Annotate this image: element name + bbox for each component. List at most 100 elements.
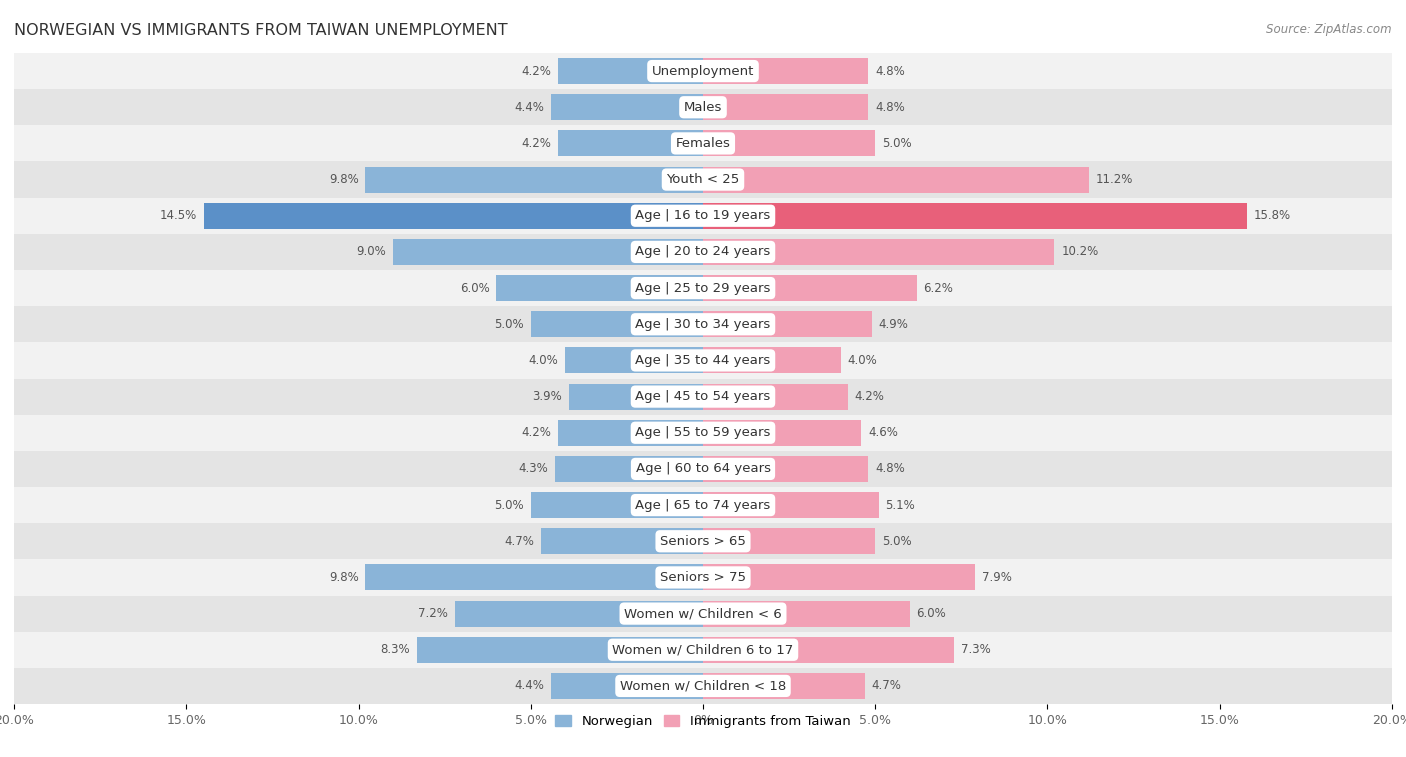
Bar <box>496 275 703 301</box>
Bar <box>14 668 1392 704</box>
Text: Women w/ Children 6 to 17: Women w/ Children 6 to 17 <box>613 643 793 656</box>
Bar <box>14 126 1392 161</box>
Bar <box>531 311 703 338</box>
Text: 15.8%: 15.8% <box>1254 209 1291 223</box>
Text: 4.2%: 4.2% <box>522 137 551 150</box>
Bar <box>14 270 1392 306</box>
Bar <box>703 130 875 157</box>
Bar <box>14 234 1392 270</box>
Bar <box>14 378 1392 415</box>
Bar <box>703 419 862 446</box>
Text: 4.8%: 4.8% <box>875 463 905 475</box>
Bar <box>703 275 917 301</box>
Text: 4.0%: 4.0% <box>529 354 558 367</box>
Bar <box>204 203 703 229</box>
Bar <box>555 456 703 482</box>
Bar <box>703 58 869 84</box>
Text: NORWEGIAN VS IMMIGRANTS FROM TAIWAN UNEMPLOYMENT: NORWEGIAN VS IMMIGRANTS FROM TAIWAN UNEM… <box>14 23 508 38</box>
Text: 9.8%: 9.8% <box>329 173 359 186</box>
Bar <box>14 198 1392 234</box>
Bar <box>14 523 1392 559</box>
Bar <box>14 631 1392 668</box>
Text: 6.2%: 6.2% <box>924 282 953 294</box>
Text: Seniors > 65: Seniors > 65 <box>659 534 747 548</box>
Bar <box>531 492 703 518</box>
Text: 4.2%: 4.2% <box>855 390 884 403</box>
Bar <box>14 596 1392 631</box>
Bar <box>565 347 703 373</box>
Legend: Norwegian, Immigrants from Taiwan: Norwegian, Immigrants from Taiwan <box>550 709 856 734</box>
Text: 4.0%: 4.0% <box>848 354 877 367</box>
Text: 5.0%: 5.0% <box>882 534 911 548</box>
Text: 5.1%: 5.1% <box>886 499 915 512</box>
Bar <box>366 565 703 590</box>
Bar <box>558 58 703 84</box>
Text: 6.0%: 6.0% <box>460 282 489 294</box>
Bar <box>14 161 1392 198</box>
Bar <box>14 415 1392 451</box>
Text: 4.7%: 4.7% <box>872 680 901 693</box>
Text: Age | 55 to 59 years: Age | 55 to 59 years <box>636 426 770 439</box>
Text: 9.0%: 9.0% <box>356 245 387 258</box>
Text: 11.2%: 11.2% <box>1095 173 1133 186</box>
Bar <box>568 384 703 410</box>
Text: 8.3%: 8.3% <box>381 643 411 656</box>
Bar <box>14 559 1392 596</box>
Bar <box>703 565 976 590</box>
Text: 7.9%: 7.9% <box>981 571 1012 584</box>
Text: 5.0%: 5.0% <box>495 318 524 331</box>
Bar <box>551 94 703 120</box>
Text: 4.8%: 4.8% <box>875 64 905 77</box>
Text: 7.2%: 7.2% <box>418 607 449 620</box>
Text: 4.8%: 4.8% <box>875 101 905 114</box>
Text: Age | 20 to 24 years: Age | 20 to 24 years <box>636 245 770 258</box>
Bar <box>703 239 1054 265</box>
Text: 5.0%: 5.0% <box>495 499 524 512</box>
Bar <box>703 347 841 373</box>
Bar <box>703 311 872 338</box>
Text: 4.6%: 4.6% <box>869 426 898 439</box>
Bar <box>14 451 1392 487</box>
Bar <box>392 239 703 265</box>
Bar <box>14 487 1392 523</box>
Bar <box>456 600 703 627</box>
Text: 6.0%: 6.0% <box>917 607 946 620</box>
Text: 9.8%: 9.8% <box>329 571 359 584</box>
Bar <box>703 673 865 699</box>
Text: Seniors > 75: Seniors > 75 <box>659 571 747 584</box>
Text: Age | 45 to 54 years: Age | 45 to 54 years <box>636 390 770 403</box>
Text: Age | 25 to 29 years: Age | 25 to 29 years <box>636 282 770 294</box>
Bar <box>558 419 703 446</box>
Bar <box>703 637 955 663</box>
Bar <box>703 167 1088 192</box>
Bar <box>703 492 879 518</box>
Text: 4.4%: 4.4% <box>515 680 544 693</box>
Bar <box>14 53 1392 89</box>
Text: 5.0%: 5.0% <box>882 137 911 150</box>
Text: 4.7%: 4.7% <box>505 534 534 548</box>
Bar <box>418 637 703 663</box>
Bar <box>703 600 910 627</box>
Bar <box>703 94 869 120</box>
Bar <box>703 528 875 554</box>
Bar <box>541 528 703 554</box>
Text: Males: Males <box>683 101 723 114</box>
Bar <box>14 89 1392 126</box>
Text: 4.9%: 4.9% <box>879 318 908 331</box>
Text: Age | 65 to 74 years: Age | 65 to 74 years <box>636 499 770 512</box>
Text: Age | 60 to 64 years: Age | 60 to 64 years <box>636 463 770 475</box>
Bar <box>14 342 1392 378</box>
Text: Age | 16 to 19 years: Age | 16 to 19 years <box>636 209 770 223</box>
Bar <box>703 456 869 482</box>
Bar <box>558 130 703 157</box>
Bar <box>703 203 1247 229</box>
Text: Females: Females <box>675 137 731 150</box>
Text: Youth < 25: Youth < 25 <box>666 173 740 186</box>
Text: Source: ZipAtlas.com: Source: ZipAtlas.com <box>1267 23 1392 36</box>
Text: 4.4%: 4.4% <box>515 101 544 114</box>
Text: Unemployment: Unemployment <box>652 64 754 77</box>
Text: Age | 35 to 44 years: Age | 35 to 44 years <box>636 354 770 367</box>
Text: Women w/ Children < 18: Women w/ Children < 18 <box>620 680 786 693</box>
Bar <box>551 673 703 699</box>
Text: 4.2%: 4.2% <box>522 426 551 439</box>
